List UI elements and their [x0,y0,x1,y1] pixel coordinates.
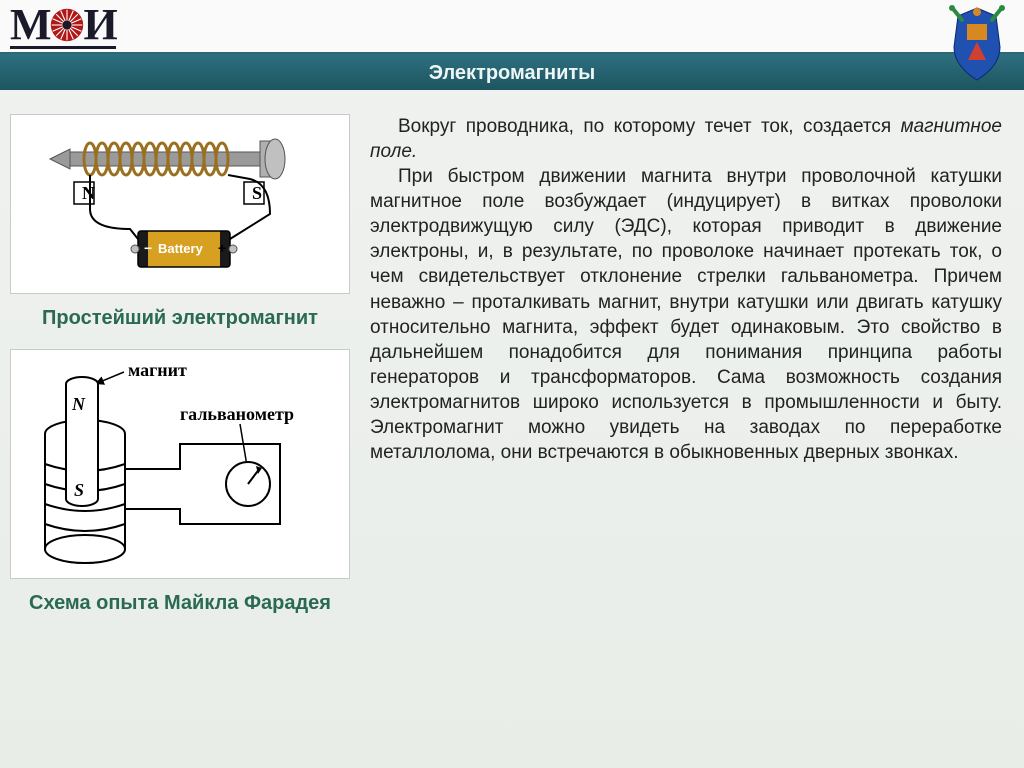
svg-text:+: + [218,240,226,256]
battery-label: Battery [158,241,204,256]
gear-icon [49,7,85,43]
pole-n: N [71,394,86,414]
crest-icon [942,2,1012,84]
logo-letter-i: И [84,4,116,46]
galv-label: гальванометр [180,404,294,424]
content-area: N S − + Battery Простейший электромагнит… [0,90,1024,644]
label-s: S [252,183,262,203]
paragraph-2: При быстром движении магнита внутри пров… [370,164,1002,465]
left-column: N S − + Battery Простейший электромагнит… [10,114,350,634]
label-n: N [82,183,95,203]
figure-faraday: магнит гальванометр [10,349,350,579]
figure-electromagnet: N S − + Battery [10,114,350,294]
figure2-caption: Схема опыта Майкла Фарадея [29,591,331,616]
paragraph-1: Вокруг проводника, по которому течет ток… [370,114,1002,164]
body-text: Вокруг проводника, по которому течет ток… [370,114,1002,634]
logo-mei: М И [10,4,116,49]
page-title: Электромагниты [429,62,596,85]
svg-text:−: − [144,240,152,256]
pole-s: S [74,480,84,500]
magnet-label: магнит [128,360,187,380]
figure1-caption: Простейший электромагнит [42,306,318,331]
header: М И Электромагниты [0,0,1024,90]
p1-text: Вокруг проводника, по которому течет ток… [398,116,901,137]
header-bg-top [0,0,1024,54]
logo-letter-m: М [10,4,50,46]
